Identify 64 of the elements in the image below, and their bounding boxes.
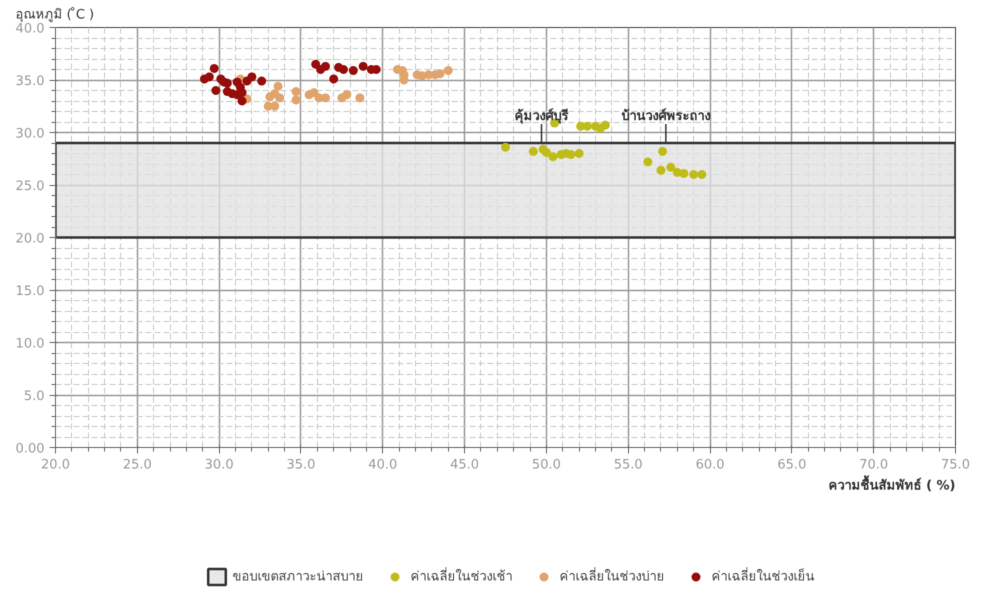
point	[501, 142, 510, 152]
point	[600, 120, 610, 130]
point	[274, 82, 283, 91]
annotation: บ้านวงศ์พระถาง	[621, 108, 710, 124]
point	[247, 72, 256, 82]
y-tick-label: 15.0	[16, 284, 45, 299]
point	[574, 149, 584, 158]
x-tick-label: 35.0	[286, 458, 316, 472]
point	[292, 95, 301, 104]
point	[238, 96, 247, 106]
x-axis-title: ความชื้นสัมพัทธ์ ( %)	[828, 474, 956, 494]
y-axis-title: อุณหภูมิ ( ̊C )	[16, 6, 94, 22]
point	[656, 166, 666, 175]
x-tick-label: 20.0	[41, 458, 70, 472]
point	[292, 87, 301, 96]
point	[548, 152, 558, 162]
point	[643, 157, 652, 166]
x-tick-label: 55.0	[614, 458, 643, 472]
point	[211, 86, 220, 95]
x-tick-label: 25.0	[122, 458, 152, 472]
point	[355, 93, 364, 102]
point	[444, 66, 453, 76]
legend-label: ขอบเขตสภาวะน่าสบาย	[232, 568, 364, 586]
point	[679, 168, 688, 178]
y-tick-label: 35.0	[16, 74, 45, 89]
point	[666, 162, 676, 172]
point	[204, 72, 214, 82]
point	[358, 62, 368, 71]
y-tick-label: 25.0	[16, 179, 45, 194]
y-tick-label: 30.0	[16, 126, 45, 142]
x-tick-label: 45.0	[450, 458, 480, 472]
x-tick-label: 65.0	[777, 458, 806, 472]
point	[210, 64, 219, 73]
point	[275, 93, 284, 102]
point	[436, 69, 445, 78]
point	[232, 78, 242, 87]
x-tick-label: 40.0	[368, 458, 398, 472]
y-tick-label: 0.00	[16, 442, 45, 456]
point	[321, 93, 330, 102]
point	[528, 146, 538, 156]
x-tick-label: 30.0	[204, 458, 234, 472]
legend-label: ค่าเฉลี่ยในช่วงบ่าย	[559, 566, 664, 586]
point	[542, 148, 551, 157]
point	[689, 170, 698, 179]
point	[310, 88, 319, 98]
x-tick-label: 75.0	[941, 458, 970, 472]
y-tick-label: 40.0	[16, 22, 45, 36]
x-tick-label: 70.0	[859, 458, 888, 472]
legend-label: ค่าเฉลี่ยในช่วงเช้า	[410, 566, 512, 586]
point	[339, 65, 348, 74]
y-tick-label: 10.0	[16, 336, 45, 352]
y-tick-label: 5.0	[24, 389, 45, 404]
legend-label: ค่าเฉลี่ยในช่วงเย็น	[711, 566, 814, 586]
x-tick-label: 60.0	[696, 458, 725, 472]
point	[321, 62, 330, 71]
point	[658, 146, 668, 156]
point	[329, 74, 338, 84]
point	[697, 170, 706, 179]
y-tick-label: 20.0	[16, 232, 45, 246]
point	[348, 66, 358, 76]
point	[257, 76, 266, 86]
point	[342, 90, 352, 100]
x-tick-label: 50.0	[532, 458, 561, 472]
annotation: คุ้มวงศ์บุรี	[514, 108, 568, 124]
